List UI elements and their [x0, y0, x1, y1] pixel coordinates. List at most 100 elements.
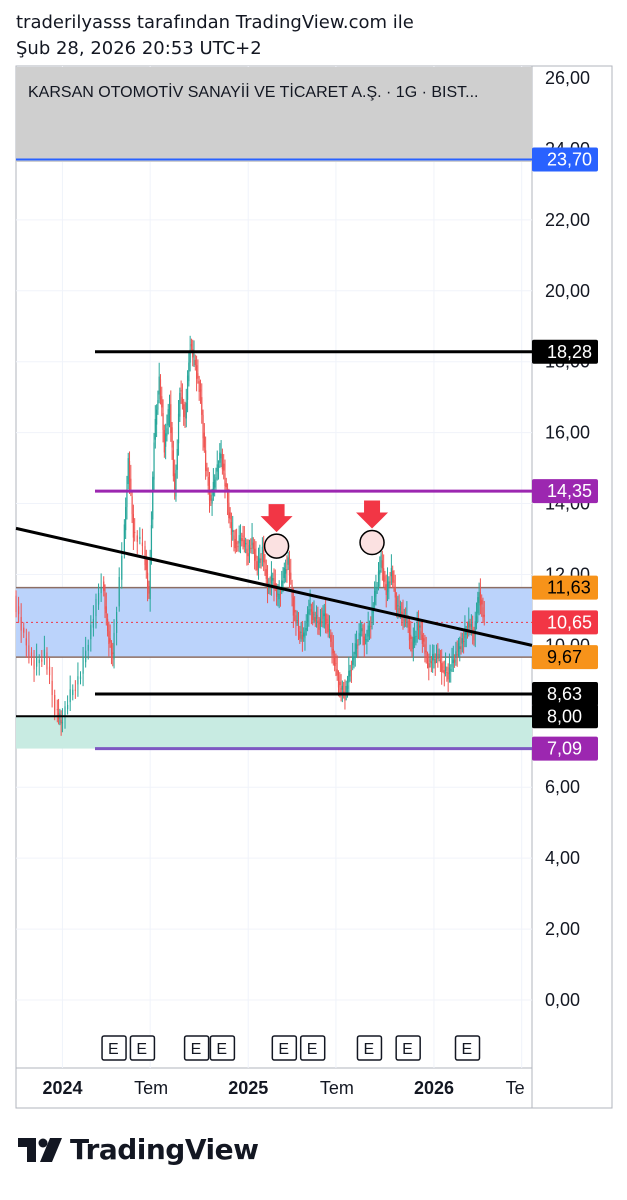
- price-badge: 8,63: [547, 684, 582, 704]
- candle-body: [348, 670, 350, 683]
- marker-circle: [263, 533, 290, 559]
- price-badge-bg: [532, 681, 598, 706]
- x-tick-label: 2024: [42, 1078, 82, 1098]
- earnings-marker-box: [183, 1035, 210, 1061]
- candle-body: [314, 617, 316, 622]
- candle-body: [420, 631, 422, 635]
- candle-body: [287, 557, 289, 565]
- x-tick-label: Tem: [320, 1078, 354, 1098]
- candle-body: [315, 614, 318, 619]
- candle-body: [437, 656, 439, 659]
- candle-body: [423, 638, 425, 642]
- candle-body: [38, 659, 40, 664]
- candle-body: [48, 666, 51, 676]
- zone-lower-badge-bg: [532, 645, 598, 670]
- price-badge: 7,09: [547, 739, 582, 759]
- candle-body: [278, 593, 280, 600]
- candle-body: [483, 614, 485, 617]
- candle-body: [246, 548, 248, 554]
- candle-body: [412, 637, 414, 649]
- candle-body: [264, 559, 266, 564]
- candle-body: [132, 514, 134, 538]
- candle-body: [273, 578, 275, 590]
- candle-body: [337, 675, 340, 688]
- candle-body: [189, 349, 191, 363]
- price-badge-bg: [532, 736, 598, 761]
- candle-body: [152, 476, 154, 520]
- candle-body: [154, 418, 156, 440]
- candle-body: [203, 432, 205, 448]
- chart-attribution: traderilyasss tarafından TradingView.com…: [16, 12, 414, 33]
- candle-body: [251, 536, 253, 546]
- candle-body: [367, 625, 369, 637]
- candle-body: [358, 632, 360, 641]
- candle-body: [294, 609, 296, 613]
- price-badge-bg: [532, 479, 598, 504]
- candle-body: [398, 608, 400, 613]
- candle-body: [41, 659, 43, 662]
- candle-body: [325, 613, 327, 625]
- candle-body: [123, 524, 125, 554]
- chart-timestamp: Şub 28, 2026 20:53 UTC+2: [16, 38, 262, 59]
- candle-body: [452, 659, 454, 664]
- candle-body: [296, 620, 298, 622]
- candle-body: [392, 570, 394, 583]
- candle-body: [17, 606, 20, 615]
- candle-body: [312, 611, 314, 621]
- candle-body: [274, 583, 276, 586]
- candle-body: [444, 666, 447, 672]
- candle-body: [208, 485, 211, 501]
- candle-body: [247, 553, 249, 557]
- candle-body: [416, 621, 418, 631]
- candle-body: [399, 606, 402, 610]
- candle-body: [193, 354, 195, 356]
- candle-body: [92, 618, 94, 628]
- candle-body: [277, 593, 279, 595]
- candle-body: [196, 365, 198, 379]
- candle-body: [288, 560, 291, 576]
- candle-body: [232, 529, 234, 532]
- earnings-marker-box: [209, 1035, 236, 1061]
- candle-body: [340, 687, 342, 693]
- candle-body: [67, 704, 69, 710]
- candle-body: [304, 630, 306, 639]
- candle-body: [205, 450, 207, 471]
- candle-body: [426, 656, 429, 664]
- candle-body: [388, 581, 390, 587]
- candle-body: [60, 719, 62, 724]
- candle-body: [168, 404, 171, 415]
- candle-body: [74, 689, 76, 691]
- candle-body: [54, 695, 56, 715]
- x-tick-label: Te: [506, 1078, 525, 1098]
- y-tick-label: 22,00: [545, 210, 590, 230]
- candle-body: [290, 572, 292, 580]
- candle-body: [20, 617, 22, 631]
- candle-body: [206, 468, 208, 472]
- candle-body: [448, 667, 451, 674]
- candle-body: [457, 643, 460, 652]
- candle-body: [339, 681, 341, 686]
- candle-body: [234, 539, 236, 549]
- y-tick-label: 4,00: [545, 848, 580, 868]
- candle-body: [317, 620, 319, 623]
- y-tick-label: 2,00: [545, 919, 580, 939]
- tradingview-logo-icon: [18, 1137, 62, 1162]
- candle-body: [424, 644, 426, 654]
- title-banner: [16, 67, 532, 162]
- candle-body: [184, 411, 186, 416]
- chart-title: KARSAN OTOMOTİV SANAYİİ VE TİCARET A.Ş. …: [28, 82, 478, 101]
- candle-body: [318, 622, 320, 630]
- candle-body: [443, 670, 445, 674]
- candle-body: [90, 624, 92, 640]
- candle-body: [139, 536, 141, 539]
- candle-body: [384, 576, 386, 582]
- candle-body: [229, 512, 231, 520]
- x-tick-label: 2025: [228, 1078, 268, 1098]
- earnings-marker-label: E: [462, 1041, 473, 1058]
- price-chart[interactable]: KARSAN OTOMOTİV SANAYİİ VE TİCARET A.Ş. …: [0, 0, 627, 1120]
- candle-body: [110, 645, 113, 656]
- candle-body: [148, 585, 150, 594]
- candle-body: [197, 373, 199, 379]
- candle-body: [126, 489, 128, 508]
- earnings-marker-box: [395, 1035, 421, 1061]
